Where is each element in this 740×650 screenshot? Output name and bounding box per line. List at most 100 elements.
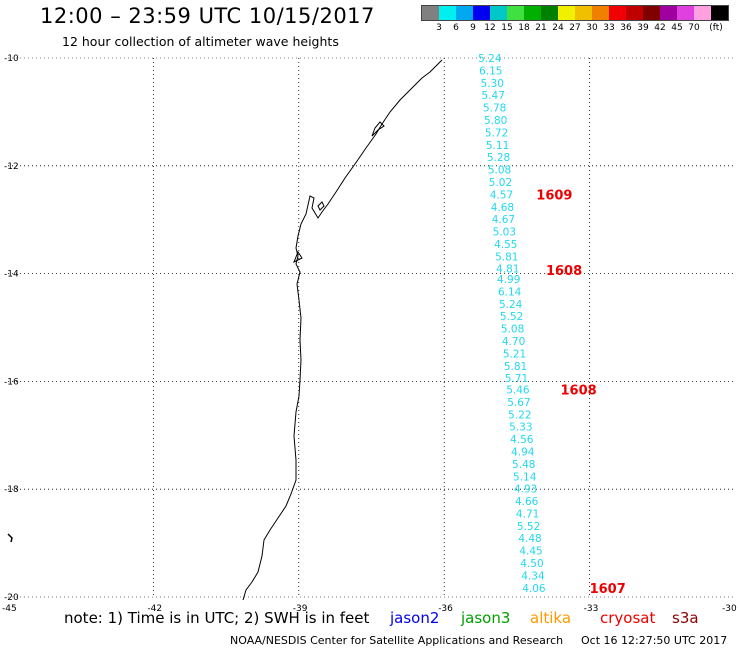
satellite-legend-s3a: s3a (672, 609, 699, 627)
wave-height-value: 4.06 (522, 583, 546, 595)
map-title: 12:00 – 23:59 UTC 10/15/2017 (40, 4, 375, 28)
wave-height-value: 5.67 (507, 397, 530, 409)
legend-swatch (558, 6, 575, 20)
satellite-legend-jason2: jason2 (390, 609, 440, 627)
legend-labels: 3 6 9 12 15 18 21 24 27 30 33 36 39 42 45 70 (ft) (421, 21, 729, 35)
latitude-tick-label: -10 (4, 54, 19, 64)
latitude-tick-label: -16 (4, 377, 19, 387)
wave-height-value: 4.93 (514, 484, 537, 496)
legend-swatch (694, 6, 711, 20)
legend-label: 24 (552, 23, 564, 33)
wave-height-value: 5.02 (489, 177, 512, 189)
wave-height-labels: 5.246.155.305.475.785.805.725.115.285.08… (478, 53, 546, 595)
latitude-tick-label: -20 (4, 593, 19, 603)
latitude-tick-label: -14 (4, 270, 19, 280)
legend-color-bar (421, 5, 729, 21)
wave-height-value: 5.08 (501, 324, 524, 336)
coastline (242, 59, 443, 601)
longitude-tick-label: -39 (293, 604, 308, 614)
wave-height-value: 5.72 (485, 127, 508, 139)
wave-height-value: 5.14 (513, 471, 537, 483)
wave-height-value: 4.81 (496, 264, 519, 276)
wave-height-value: 5.22 (508, 409, 531, 421)
wave-height-value: 5.80 (484, 115, 507, 127)
wave-height-value: 4.34 (521, 570, 545, 582)
legend-label: 39 (637, 23, 649, 33)
legend-label: 30 (586, 23, 598, 33)
legend-label: 36 (620, 23, 632, 33)
wave-height-value: 4.67 (492, 214, 515, 226)
legend-label: (ft) (709, 23, 723, 33)
wave-height-value: 5.52 (517, 521, 540, 533)
wave-height-value: 5.11 (486, 140, 509, 152)
legend-label: 15 (501, 23, 513, 33)
legend-swatch (541, 6, 558, 20)
legend-label: 45 (671, 23, 683, 33)
wave-height-value: 5.24 (478, 53, 502, 65)
wave-height-value: 5.30 (481, 78, 504, 90)
wave-height-value: 4.70 (502, 336, 525, 348)
wave-height-value: 4.56 (510, 434, 534, 446)
legend-swatch (422, 6, 439, 20)
wave-height-value: 4.94 (511, 446, 535, 458)
track-time-labels: 1609 1608 1608 1607 (536, 188, 626, 596)
wave-height-value: 5.52 (500, 311, 523, 323)
legend-swatch (609, 6, 626, 20)
satellite-legend-cryosat: cryosat (600, 609, 656, 627)
longitude-tick-label: -33 (584, 604, 599, 614)
pass-time-label: 1607 (590, 582, 626, 597)
pass-time-label: 1609 (536, 188, 572, 203)
legend-label: 3 (436, 23, 442, 33)
wave-height-value: 6.15 (479, 65, 502, 77)
longitude-tick-label: -45 (2, 604, 17, 614)
legend-swatch (439, 6, 456, 20)
legend-label: 33 (603, 23, 615, 33)
legend-swatch (592, 6, 609, 20)
units-note: note: 1) Time is in UTC; 2) SWH is in fe… (64, 609, 370, 627)
generation-timestamp: Oct 16 12:27:50 UTC 2017 (581, 634, 728, 647)
wave-height-value: 5.81 (495, 251, 518, 263)
latitude-tick-label: -12 (4, 162, 19, 172)
latitude-tick-label: -18 (4, 485, 19, 495)
wave-height-value: 5.78 (483, 103, 506, 115)
wave-height-value: 5.08 (488, 165, 511, 177)
wave-height-value: 5.33 (509, 422, 532, 434)
legend-swatch (643, 6, 660, 20)
legend-label: 18 (518, 23, 530, 33)
longitude-tick-label: -30 (722, 604, 737, 614)
wave-height-value: 5.46 (506, 384, 530, 396)
wave-height-value: 5.47 (482, 90, 505, 102)
wave-height-value: 5.28 (487, 152, 510, 164)
wave-height-value: 4.57 (490, 189, 513, 201)
legend-label: 70 (688, 23, 700, 33)
satellite-legend-jason3: jason3 (461, 609, 511, 627)
wave-height-value: 5.48 (512, 459, 535, 471)
legend-swatch (711, 6, 728, 20)
longitude-tick-label: -42 (147, 604, 162, 614)
legend-label: 12 (484, 23, 496, 33)
pass-time-label: 1608 (561, 383, 597, 398)
longitude-tick-label: -36 (438, 604, 453, 614)
wave-height-value: 5.03 (493, 227, 516, 239)
coastline-island (293, 121, 385, 264)
legend-swatch (660, 6, 677, 20)
map-subtitle: 12 hour collection of altimeter wave hei… (62, 34, 339, 49)
wave-height-value: 5.81 (504, 361, 527, 373)
wave-height-value: 4.99 (497, 274, 520, 286)
wave-height-value: 4.55 (494, 239, 517, 251)
coastline-fragment (7, 533, 13, 543)
legend-swatch (507, 6, 524, 20)
legend-swatch (677, 6, 694, 20)
legend-swatch (626, 6, 643, 20)
wave-height-value: 5.24 (499, 299, 523, 311)
wave-height-value: 4.45 (519, 546, 542, 558)
wave-height-value: 6.14 (498, 286, 522, 298)
wave-height-value: 5.21 (503, 348, 526, 360)
legend-label: 9 (470, 23, 476, 33)
wave-height-value: 4.48 (518, 533, 541, 545)
wave-height-value: 4.71 (516, 508, 539, 520)
legend-label: 6 (453, 23, 459, 33)
legend-label: 42 (654, 23, 666, 33)
legend-label: 27 (569, 23, 581, 33)
